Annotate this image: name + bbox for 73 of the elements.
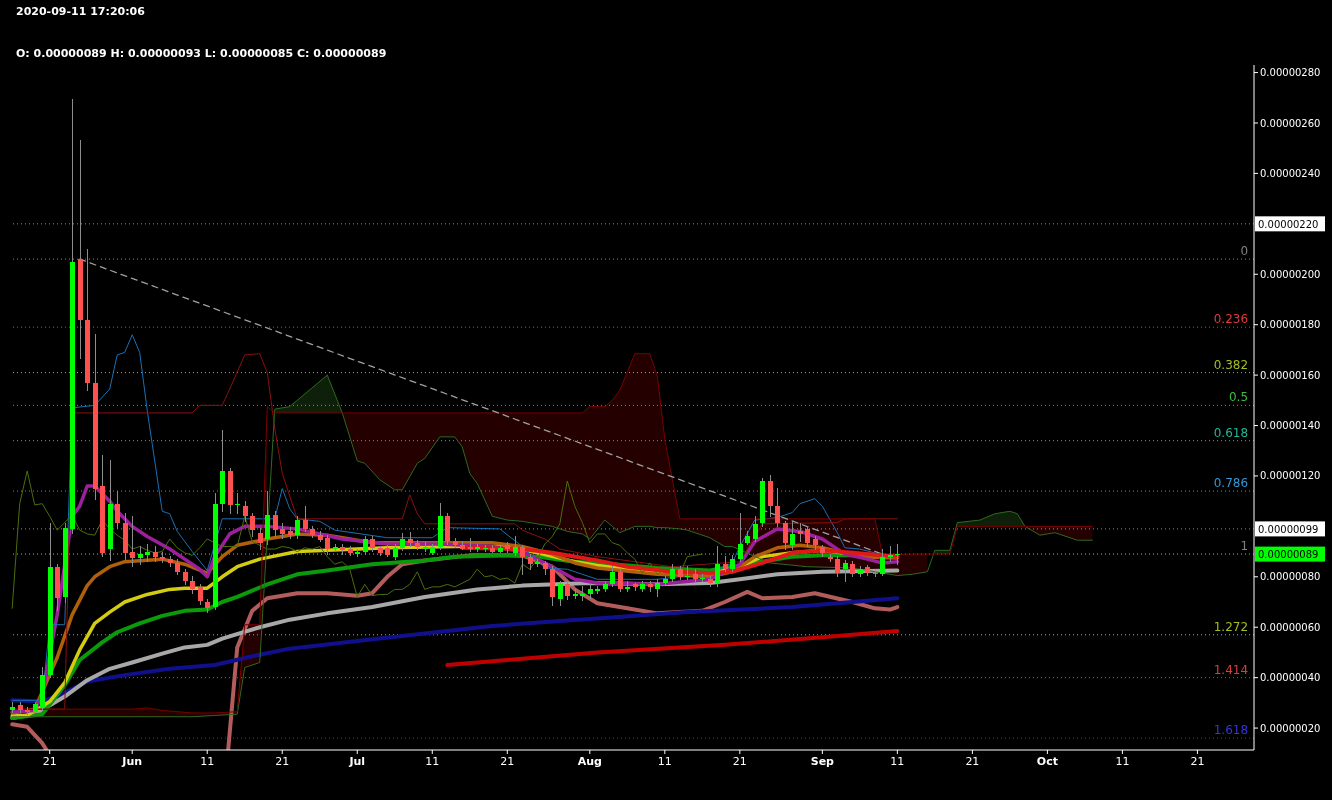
candlestick — [265, 490, 270, 546]
candlestick — [843, 559, 848, 583]
candlestick — [783, 520, 788, 551]
x-tick-label: 11 — [657, 755, 672, 768]
candlestick — [565, 580, 570, 601]
candlestick — [558, 580, 563, 607]
x-tick-label: 21 — [1190, 755, 1205, 768]
annotation: 0.382 — [1213, 357, 1249, 372]
candlestick — [250, 512, 255, 538]
candlestick — [805, 525, 810, 548]
y-tick-label: 0.00000040 — [1260, 672, 1321, 684]
ref-line-label: 0.00000220 — [1258, 218, 1319, 230]
annotation: 0.618 — [1213, 425, 1249, 440]
y-tick-label: 0.00000160 — [1260, 369, 1321, 381]
y-tick-label: 0.00000200 — [1260, 268, 1321, 280]
candlestick — [790, 520, 795, 551]
text: O: 0.00000089 H: 0.00000093 L: 0.00000085 C: 0.00000089 — [16, 47, 387, 60]
annotation: 1.272 — [1213, 619, 1249, 634]
y-tick-label: 0.00000080 — [1260, 571, 1321, 583]
line-series — [445, 629, 900, 668]
x-tick-label: Jul — [348, 755, 366, 768]
x-tick-label: Sep — [810, 755, 835, 768]
annotation: 1.414 — [1213, 662, 1249, 677]
line-series — [11, 470, 703, 609]
line-series — [10, 596, 900, 704]
x-tick-label: Aug — [577, 755, 602, 768]
x-tick-label: 21 — [965, 755, 980, 768]
x-tick-label: 21 — [500, 755, 515, 768]
candlestick — [243, 500, 248, 523]
y-tick-label: 0.00000120 — [1260, 470, 1321, 482]
candlestick — [798, 522, 803, 543]
candlestick — [775, 487, 780, 528]
candlestick — [715, 545, 720, 588]
y-tick-label: 0.00000020 — [1260, 722, 1321, 734]
x-tick-label: 11 — [200, 755, 215, 768]
x-tick-label: Oct — [1036, 755, 1058, 768]
candlestick — [303, 505, 308, 533]
candlestick — [363, 535, 368, 556]
x-tick-label: Jun — [121, 755, 143, 768]
text: 2020-09-11 17:20:06 — [16, 5, 145, 18]
annotation: 0.5 — [1228, 390, 1249, 405]
y-tick-label: 0.00000240 — [1260, 167, 1321, 179]
x-tick-label: 11 — [890, 755, 905, 768]
y-tick-label: 0.00000280 — [1260, 67, 1321, 79]
x-tick-label: 21 — [732, 755, 747, 768]
y-tick-label: 0.00000180 — [1260, 319, 1321, 331]
candlestick — [880, 548, 885, 577]
y-tick-label: 0.00000260 — [1260, 117, 1321, 129]
candlestick — [115, 490, 120, 530]
y-tick-label: 0.00000140 — [1260, 420, 1321, 432]
candlestick — [610, 565, 615, 588]
annotation: 1.618 — [1213, 723, 1249, 738]
candlestick — [513, 535, 518, 557]
ref-line-label: 0.00000099 — [1258, 523, 1319, 535]
annotation: 1 — [1240, 539, 1249, 554]
candlestick — [295, 515, 300, 540]
annotation: 0 — [1240, 244, 1249, 259]
y-tick-label: 0.00000060 — [1260, 621, 1321, 633]
candlestick — [258, 527, 263, 551]
candlestick — [753, 515, 758, 543]
candlestick — [835, 555, 840, 578]
x-tick-label: 11 — [1115, 755, 1130, 768]
ref-line-label: 0.00000089 — [1258, 549, 1319, 561]
candlestick — [198, 583, 203, 606]
x-tick-label: 21 — [275, 755, 290, 768]
annotation: 0.236 — [1213, 312, 1249, 327]
candlestick — [273, 510, 278, 538]
x-tick-label: 21 — [42, 755, 57, 768]
candlestick — [520, 544, 525, 576]
x-tick-label: 11 — [425, 755, 440, 768]
candlestick — [618, 568, 623, 593]
annotation: 0.786 — [1213, 476, 1249, 491]
candlestick — [895, 543, 900, 566]
